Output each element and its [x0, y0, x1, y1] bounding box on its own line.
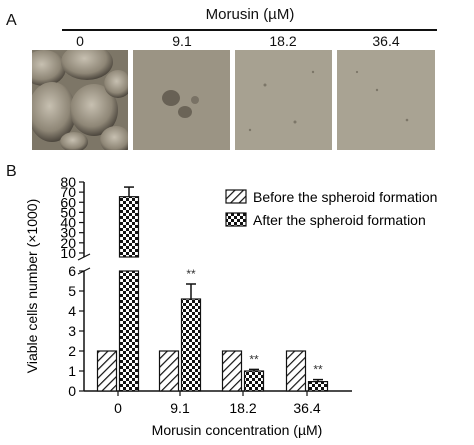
bar-after [180, 298, 202, 392]
y-tick-label: 5 [68, 283, 76, 299]
bar-after [243, 370, 265, 392]
legend-swatch-after [225, 212, 247, 227]
significance-label: ** [186, 267, 196, 281]
y-tick-label: 6 [68, 263, 76, 279]
bar-before [221, 350, 243, 392]
y-tick-label: 2 [68, 343, 76, 359]
y-tick-label: 80 [60, 174, 76, 190]
bar-after [118, 270, 140, 392]
conc-label-0: 0 [76, 33, 84, 49]
conc-label-1: 9.1 [172, 33, 192, 49]
significance-label: ** [313, 363, 323, 377]
bar-before [158, 350, 180, 392]
panel-a-label: A [6, 12, 17, 29]
bar-after-upper [118, 196, 140, 258]
x-axis-label: Morusin concentration (µM) [152, 422, 323, 438]
y-tick-label: 30 [60, 225, 76, 241]
header-rule [62, 29, 437, 31]
y-axis-label: Viable cells number (×1000) [24, 199, 40, 373]
y-tick-label: 40 [60, 215, 76, 231]
panel-b-label: B [6, 163, 17, 180]
y-tick-label: 60 [60, 194, 76, 210]
y-tick-label: 10 [60, 245, 76, 261]
micrograph-3 [337, 50, 435, 150]
micrograph-1 [133, 50, 230, 150]
bar-after [307, 381, 329, 392]
y-tick-label: 1 [68, 363, 76, 379]
morusin-header: Morusin (µM) [205, 6, 295, 23]
micrograph-0 [32, 50, 128, 150]
x-tick-label: 9.1 [170, 400, 190, 416]
legend-label-before: Before the spheroid formation [253, 189, 437, 205]
y-tick-label: 20 [60, 235, 76, 251]
legend-label-after: After the spheroid formation [253, 212, 426, 228]
bar-before [285, 350, 307, 392]
legend-swatch-before [225, 189, 247, 204]
y-tick-label: 4 [68, 303, 76, 319]
y-tick-label: 50 [60, 204, 76, 220]
bar-before [96, 350, 118, 392]
conc-label-2: 18.2 [269, 33, 297, 49]
micrograph-2 [235, 50, 332, 150]
axis-break-mark [77, 253, 91, 261]
y-tick-label: 3 [68, 323, 76, 339]
x-tick-label: 0 [114, 400, 122, 416]
x-tick-label: 36.4 [293, 400, 320, 416]
x-tick-label: 18.2 [229, 400, 256, 416]
conc-label-3: 36.4 [372, 33, 400, 49]
significance-label: ** [249, 352, 259, 366]
y-tick-label: 70 [60, 184, 76, 200]
y-tick-label: 0 [68, 383, 76, 399]
